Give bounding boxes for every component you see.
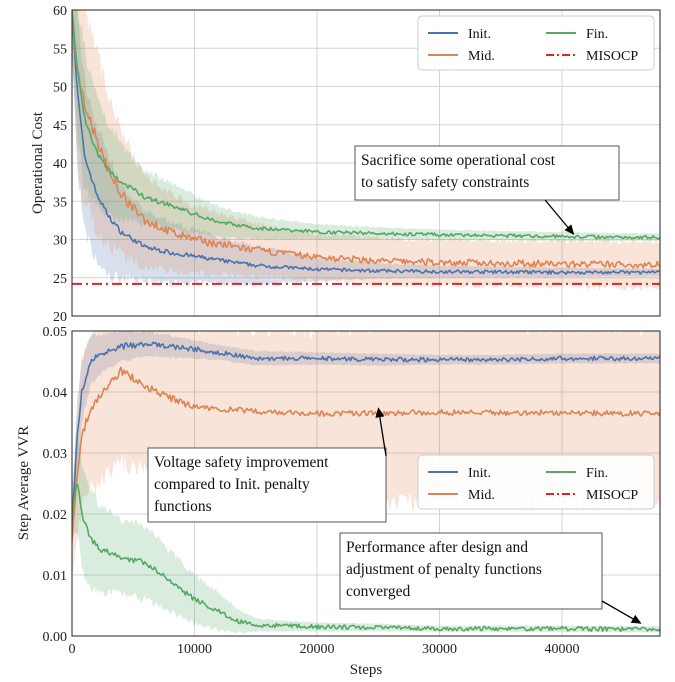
legend-label-mid: Mid.: [468, 49, 495, 64]
top-plot-frame: [71, 9, 661, 317]
annotation-text: Performance after design and: [346, 539, 528, 556]
annotation-arrow-shaft: [544, 199, 569, 228]
series-line-init: [72, 12, 660, 275]
annotation-box: [354, 145, 620, 201]
annotation-arrow-head: [564, 224, 575, 235]
bottom-y-ticks: 0.00 0.01 0.02 0.03 0.04 0.05: [43, 325, 68, 645]
annotation-box: [339, 532, 603, 610]
bottom-x-ticks: 0 10000 20000 30000 40000: [69, 642, 580, 657]
series-line-mid: [72, 366, 660, 542]
top-annotations: Sacrifice some operational cost to satisf…: [354, 145, 620, 235]
bottom-plot-frame: [71, 330, 661, 637]
bottom-lines: [72, 341, 660, 633]
bottom-y-tick-label: 0.01: [43, 569, 68, 584]
legend-label-mid: Mid.: [468, 488, 495, 503]
series-line-init: [72, 341, 660, 525]
annotation-arrow-head: [375, 407, 385, 418]
top-y-tick-label: 35: [53, 195, 67, 210]
x-tick-label: 40000: [545, 642, 580, 657]
top-y-tick-label: 45: [53, 119, 67, 134]
legend-label-misocp: MISOCP: [586, 49, 638, 64]
series-line-fin: [72, 12, 660, 240]
legend-label-init: Init.: [468, 466, 491, 481]
x-tick-label: 0: [69, 642, 76, 657]
x-tick-label: 20000: [300, 642, 335, 657]
legend-label-fin: Fin.: [586, 27, 608, 42]
top-y-tick-label: 40: [53, 157, 67, 172]
x-tick-label: 30000: [422, 642, 457, 657]
bottom-legend-box: [417, 454, 655, 510]
annotation-arrow-shaft: [379, 417, 387, 457]
annotation-text: functions: [154, 498, 212, 515]
annotation-arrow-head: [630, 614, 642, 624]
bottom-y-tick-label: 0.03: [43, 447, 68, 462]
series-line-fin: [72, 483, 660, 633]
annotation-text: adjustment of penalty functions: [346, 561, 542, 578]
bottom-y-tick-label: 0.02: [43, 508, 68, 523]
annotation-text: converged: [346, 583, 411, 600]
annotation-text: Sacrifice some operational cost: [361, 152, 556, 169]
legend-label-misocp: MISOCP: [586, 488, 638, 503]
bottom-y-tick-label: 0.05: [43, 325, 68, 340]
top-y-tick-label: 25: [53, 272, 67, 287]
series-band-mid: [72, 10, 660, 291]
annotation-box: [147, 447, 387, 523]
series-band-init: [72, 10, 660, 287]
annotation-text: compared to Init. penalty: [154, 476, 310, 493]
bottom-annotations: Voltage safety improvement compared to In…: [147, 407, 642, 624]
top-legend-box: [417, 15, 655, 71]
top-y-tick-label: 20: [53, 310, 67, 325]
legend-label-fin: Fin.: [586, 466, 608, 481]
legend-label-init: Init.: [468, 27, 491, 42]
bottom-y-tick-label: 0.04: [43, 386, 68, 401]
top-y-tick-label: 50: [53, 81, 67, 96]
top-y-tick-label: 55: [53, 42, 67, 57]
bottom-panel: 0.00 0.01 0.02 0.03 0.04 0.05 0 10000 20000 3000…: [16, 325, 661, 678]
series-band-init: [72, 331, 660, 544]
top-y-tick-label: 60: [53, 4, 67, 19]
top-legend: Init. Mid. Fin. MISOCP: [417, 15, 655, 71]
x-axis-label: Steps: [350, 662, 383, 678]
annotation-text: to satisfy safety constraints: [361, 174, 529, 191]
annotation-text: Voltage safety improvement: [154, 454, 329, 471]
top-y-ticks: 20 25 30 35 40 45 50 55 60: [53, 4, 67, 325]
bottom-y-tick-label: 0.00: [43, 630, 68, 645]
top-bands: [72, 10, 660, 291]
top-lines: [72, 10, 660, 285]
top-panel: 20 25 30 35 40 45 50 55 60 Operational Cost Init…: [30, 4, 661, 325]
bottom-legend: Init. Mid. Fin. MISOCP: [417, 454, 655, 510]
top-y-tick-label: 30: [53, 234, 67, 249]
series-band-mid: [72, 331, 660, 576]
bottom-y-axis-label: Step Average VVR: [16, 426, 32, 540]
series-line-mid: [72, 10, 660, 269]
x-tick-label: 10000: [177, 642, 212, 657]
top-y-axis-label: Operational Cost: [30, 111, 46, 214]
annotation-arrow-shaft: [601, 600, 634, 620]
